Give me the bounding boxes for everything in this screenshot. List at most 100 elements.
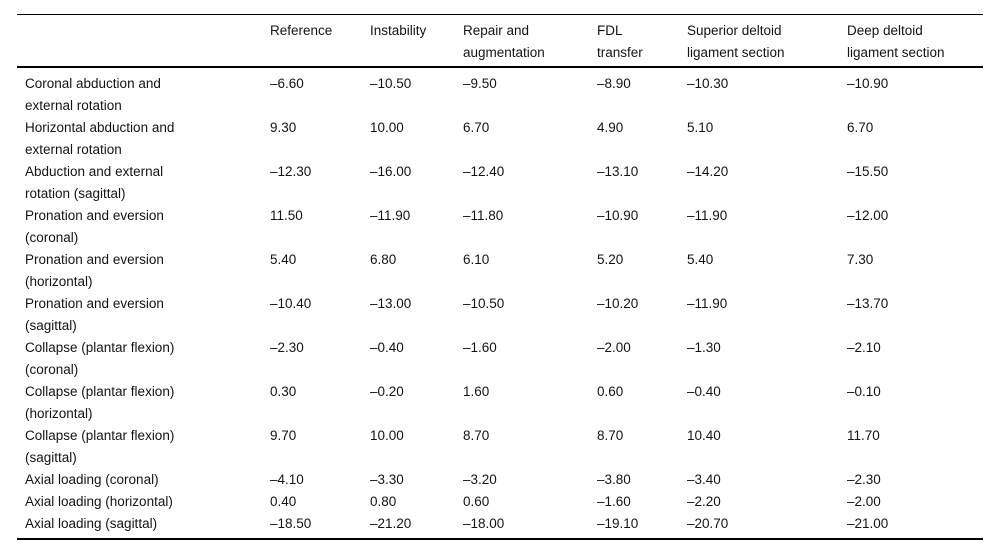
table-row: Coronal abduction and external rotation –… (17, 67, 983, 117)
row-label: Collapse (plantar flexion) (sagittal) (25, 428, 175, 465)
column-header-fdl-transfer: FDL transfer (597, 14, 687, 68)
value-cell: –13.70 (847, 296, 889, 311)
value-cell: –19.10 (597, 516, 639, 531)
value-cell: 11.70 (847, 428, 880, 443)
value-cell: –21.20 (370, 516, 412, 531)
column-header-superior-deltoid-ligament-section: Superior deltoid ligament section (687, 14, 847, 68)
value-cell: –10.50 (463, 296, 505, 311)
value-cell: 0.30 (270, 384, 297, 399)
value-cell: 7.30 (847, 252, 874, 267)
value-cell: 6.70 (463, 120, 490, 135)
value-cell: –12.40 (463, 164, 505, 179)
row-label: Pronation and eversion (coronal) (25, 208, 164, 245)
value-cell: –10.20 (597, 296, 639, 311)
value-cell: –12.00 (847, 208, 889, 223)
table-row: Pronation and eversion (horizontal) 5.40 6… (17, 249, 983, 293)
value-cell: –14.20 (687, 164, 729, 179)
row-label: Axial loading (sagittal) (25, 516, 158, 531)
value-cell: 5.40 (687, 252, 714, 267)
value-cell: –1.60 (463, 340, 497, 355)
value-cell: –2.30 (270, 340, 304, 355)
table-row: Axial loading (sagittal) –18.50 –21.20 –18.… (17, 513, 983, 539)
value-cell: –0.40 (370, 340, 404, 355)
value-cell: –20.70 (687, 516, 729, 531)
value-cell: –12.30 (270, 164, 312, 179)
value-cell: –10.40 (270, 296, 312, 311)
value-cell: –10.90 (597, 208, 639, 223)
table-row: Abduction and external rotation (sagitta… (17, 161, 983, 205)
value-cell: –2.20 (687, 494, 721, 509)
value-cell: 11.50 (270, 208, 303, 223)
value-cell: 0.80 (370, 494, 397, 509)
value-cell: 0.40 (270, 494, 297, 509)
value-cell: 1.60 (463, 384, 490, 399)
value-cell: 6.80 (370, 252, 397, 267)
value-cell: –13.00 (370, 296, 412, 311)
value-cell: –0.40 (687, 384, 721, 399)
value-cell: –1.60 (597, 494, 631, 509)
row-label: Abduction and external rotation (sagitta… (25, 164, 164, 201)
row-label: Collapse (plantar flexion) (horizontal) (25, 384, 175, 421)
value-cell: 6.70 (847, 120, 874, 135)
value-cell: –3.80 (597, 472, 631, 487)
value-cell: 0.60 (463, 494, 490, 509)
value-cell: –10.30 (687, 76, 729, 91)
value-cell: –8.90 (597, 76, 631, 91)
table-row: Axial loading (coronal) –4.10 –3.30 –3.20 –3… (17, 469, 983, 491)
value-cell: –13.10 (597, 164, 639, 179)
value-cell: –11.90 (370, 208, 411, 223)
value-cell: 9.30 (270, 120, 297, 135)
table-row: Collapse (plantar flexion) (coronal) –2.3… (17, 337, 983, 381)
value-cell: –0.20 (370, 384, 404, 399)
value-cell: –15.50 (847, 164, 889, 179)
value-cell: –2.00 (847, 494, 881, 509)
results-table: Reference Instability Repair and augment… (17, 14, 983, 540)
row-label: Coronal abduction and external rotation (25, 76, 161, 113)
table-row: Pronation and eversion (sagittal) –10.40 –… (17, 293, 983, 337)
value-cell: –18.00 (463, 516, 505, 531)
value-cell: –10.90 (847, 76, 889, 91)
value-cell: 6.10 (463, 252, 490, 267)
column-header-repair-and-augmentation: Repair and augmentation (463, 14, 597, 68)
value-cell: –1.30 (687, 340, 721, 355)
value-cell: 5.20 (597, 252, 624, 267)
value-cell: –6.60 (270, 76, 304, 91)
value-cell: –18.50 (270, 516, 312, 531)
value-cell: –2.10 (847, 340, 881, 355)
value-cell: –9.50 (463, 76, 497, 91)
value-cell: 4.90 (597, 120, 624, 135)
value-cell: 5.40 (270, 252, 297, 267)
value-cell: 0.60 (597, 384, 624, 399)
value-cell: 8.70 (597, 428, 624, 443)
value-cell: –21.00 (847, 516, 889, 531)
value-cell: –4.10 (270, 472, 304, 487)
table-row: Pronation and eversion (coronal) 11.50 –11… (17, 205, 983, 249)
value-cell: –3.20 (463, 472, 497, 487)
value-cell: –2.30 (847, 472, 881, 487)
row-label: Axial loading (horizontal) (25, 494, 173, 509)
value-cell: 10.00 (370, 120, 404, 135)
table-row: Collapse (plantar flexion) (sagittal) 9.7… (17, 425, 983, 469)
value-cell: –16.00 (370, 164, 412, 179)
value-cell: –3.30 (370, 472, 404, 487)
value-cell: –10.50 (370, 76, 412, 91)
column-header-reference: Reference (270, 14, 370, 68)
row-label: Axial loading (coronal) (25, 472, 159, 487)
row-label: Pronation and eversion (sagittal) (25, 296, 164, 333)
value-cell: 9.70 (270, 428, 297, 443)
table-row: Axial loading (horizontal) 0.40 0.80 0.60 –1… (17, 491, 983, 513)
value-cell: –3.40 (687, 472, 721, 487)
table-row: Collapse (plantar flexion) (horizontal) 0… (17, 381, 983, 425)
value-cell: 10.00 (370, 428, 404, 443)
column-header-empty (17, 14, 270, 68)
column-header-instability: Instability (370, 14, 463, 68)
value-cell: 5.10 (687, 120, 714, 135)
header-row: Reference Instability Repair and augment… (17, 14, 983, 68)
row-label: Collapse (plantar flexion) (coronal) (25, 340, 175, 377)
value-cell: 10.40 (687, 428, 721, 443)
table-row: Horizontal abduction and external rotati… (17, 117, 983, 161)
value-cell: –0.10 (847, 384, 881, 399)
column-header-deep-deltoid-ligament-section: Deep deltoid ligament section (847, 14, 983, 68)
row-label: Horizontal abduction and external rotati… (25, 120, 175, 157)
row-label: Pronation and eversion (horizontal) (25, 252, 164, 289)
